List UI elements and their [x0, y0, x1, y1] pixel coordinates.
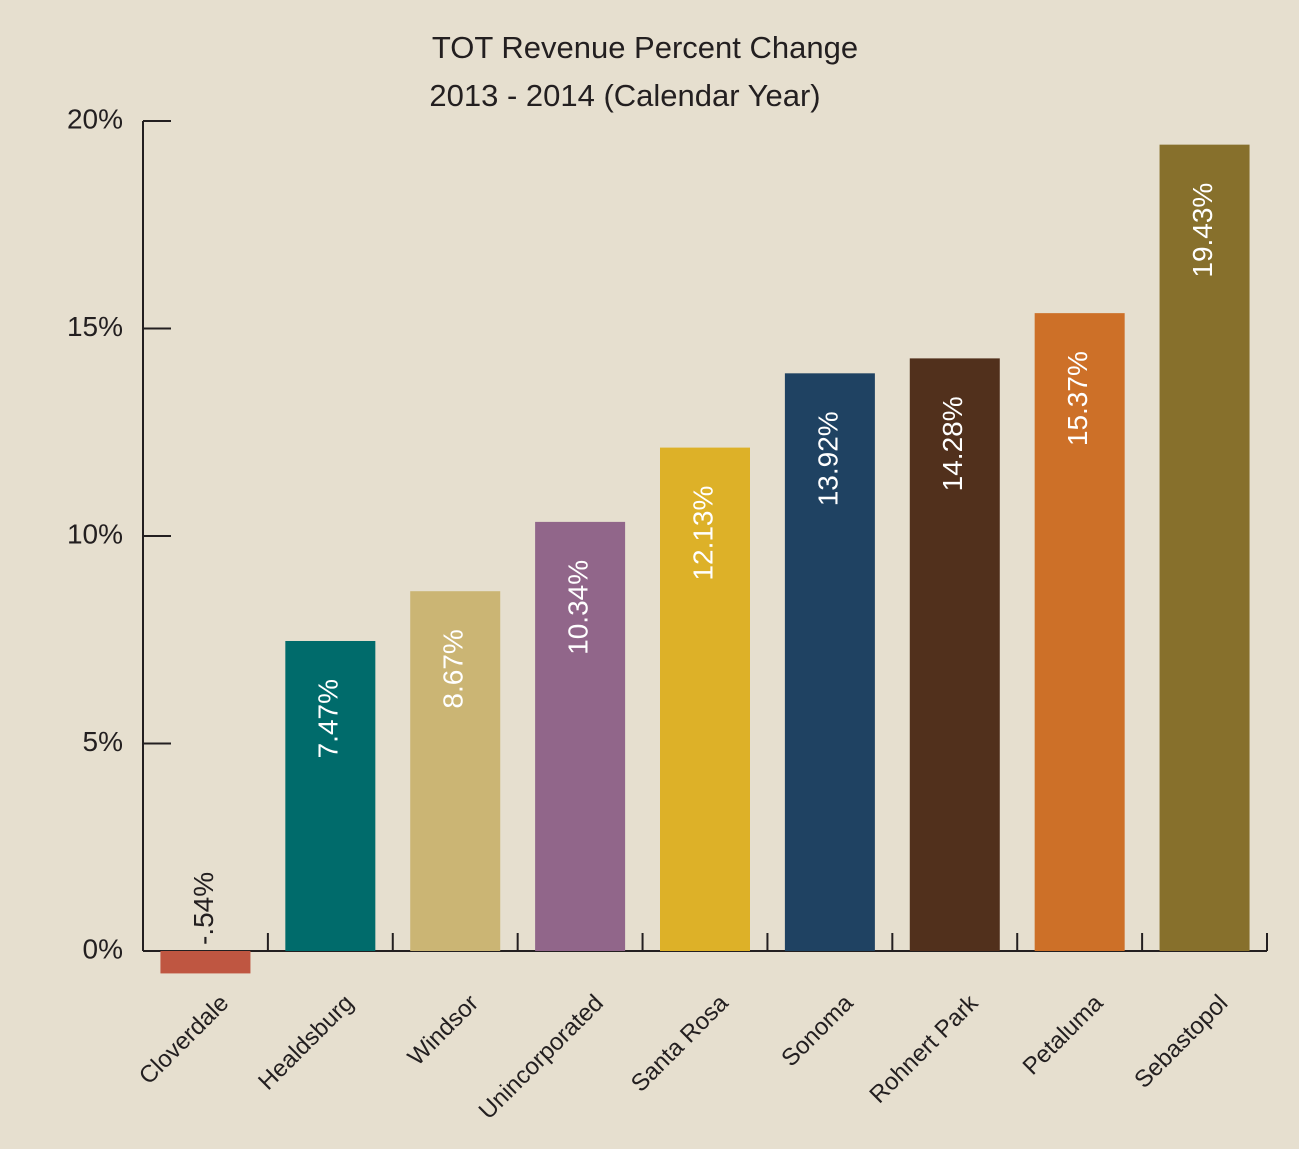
- bar: [909, 358, 1000, 951]
- value-label: 12.13%: [687, 486, 718, 581]
- value-label: 7.47%: [313, 679, 344, 758]
- bar: [160, 951, 251, 974]
- value-label: 10.34%: [563, 560, 594, 655]
- bar: [1034, 313, 1125, 951]
- value-label: 8.67%: [438, 629, 469, 708]
- value-label: 13.92%: [812, 411, 843, 506]
- y-tick-label: 5%: [83, 726, 123, 757]
- bar: [535, 521, 626, 951]
- chart-subtitle: 2013 - 2014 (Calendar Year): [429, 78, 820, 113]
- bar: [660, 447, 750, 951]
- y-tick-label: 10%: [67, 518, 123, 549]
- value-label: -.54%: [188, 872, 219, 945]
- y-tick-label: 20%: [67, 103, 123, 134]
- bar: [1159, 144, 1250, 951]
- bar: [784, 373, 875, 951]
- value-label: 15.37%: [1062, 351, 1093, 446]
- value-label: 19.43%: [1187, 183, 1218, 278]
- bar: [285, 640, 376, 951]
- chart-title: TOT Revenue Percent Change: [432, 30, 858, 65]
- y-tick-label: 15%: [67, 311, 123, 342]
- value-label: 14.28%: [937, 396, 968, 491]
- y-tick-label: 0%: [83, 933, 123, 964]
- bar: [410, 591, 501, 951]
